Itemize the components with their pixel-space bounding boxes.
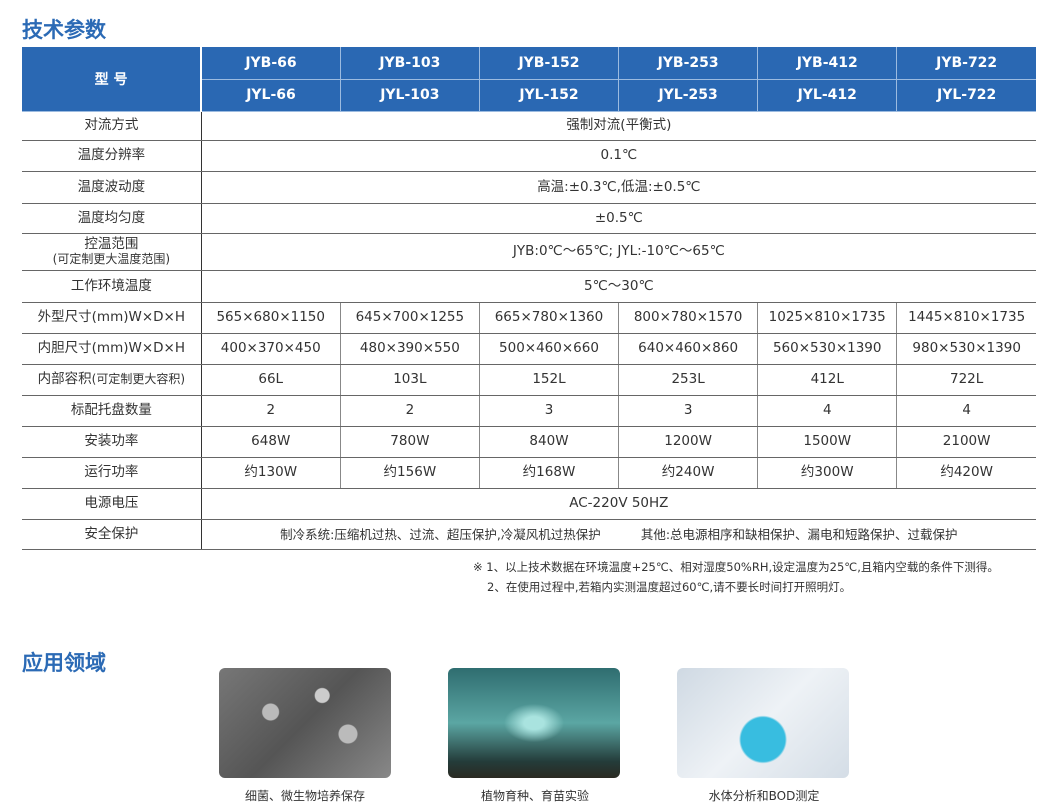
model: JYB-722 <box>896 47 1036 80</box>
model: JYL-103 <box>339 79 480 112</box>
app-title: 应用领域 <box>22 651 106 675</box>
cell: 4 <box>757 395 897 427</box>
cell: 3 <box>618 395 758 427</box>
row-value: 高温:±0.3℃,低温:±0.5℃ <box>200 171 1036 204</box>
cell: 约240W <box>618 457 758 489</box>
cell: 1200W <box>618 426 758 458</box>
table-row: 对流方式 强制对流(平衡式) <box>22 111 1036 141</box>
row-label: 温度均匀度 <box>22 203 202 234</box>
row-value: 5℃～30℃ <box>200 270 1036 303</box>
app-caption: 水体分析和BOD测定 <box>708 789 820 803</box>
row-label: 电源电压 <box>22 488 202 520</box>
cell: 645×700×1255 <box>339 302 480 334</box>
row-label: 控温范围 (可定制更大温度范围) <box>22 233 202 271</box>
cell: 640×460×860 <box>618 333 758 365</box>
table-row: 内胆尺寸(mm)W×D×H 400×370×450 480×390×550 500×4… <box>22 333 1036 365</box>
row-label: 安全保护 <box>22 519 202 550</box>
water-analysis-image <box>677 668 849 778</box>
cell: 980×530×1390 <box>896 333 1036 365</box>
table-row: 温度分辨率 0.1℃ <box>22 140 1036 172</box>
notes: ※ 1、以上技术数据在环境温度+25℃、相对湿度50%RH,设定温度为25℃,且… <box>473 557 999 597</box>
cell: 2 <box>200 395 341 427</box>
cell: 约300W <box>757 457 897 489</box>
table-row: 工作环境温度 5℃～30℃ <box>22 270 1036 303</box>
seedling-image <box>448 668 620 778</box>
cell: 800×780×1570 <box>618 302 758 334</box>
app-caption: 细菌、微生物培养保存 <box>244 789 365 803</box>
model: JYL-66 <box>200 79 341 112</box>
row-label: 内胆尺寸(mm)W×D×H <box>22 333 202 365</box>
row-label: 内部容积(可定制更大容积) <box>22 364 202 396</box>
cell: 412L <box>757 364 897 396</box>
cell: 780W <box>339 426 480 458</box>
row-label: 工作环境温度 <box>22 270 202 303</box>
bacteria-image <box>219 668 391 778</box>
cell: 约420W <box>896 457 1036 489</box>
cell: 2 <box>339 395 480 427</box>
model: JYL-152 <box>478 79 619 112</box>
row-value: 0.1℃ <box>200 140 1036 172</box>
table-row: 电源电压 AC-220V 50HZ <box>22 488 1036 520</box>
cell: 1025×810×1735 <box>757 302 897 334</box>
cell: 500×460×660 <box>478 333 619 365</box>
model: JYB-412 <box>757 47 897 80</box>
cell: 665×780×1360 <box>478 302 619 334</box>
row-label: 外型尺寸(mm)W×D×H <box>22 302 202 334</box>
table-row: 外型尺寸(mm)W×D×H 565×680×1150 645×700×1255 665… <box>22 302 1036 334</box>
note: ※ 1、以上技术数据在环境温度+25℃、相对湿度50%RH,设定温度为25℃,且… <box>473 560 999 574</box>
table-row: 控温范围 (可定制更大温度范围) JYB:0℃～65℃; JYL:-10℃～65℃ <box>22 233 1036 271</box>
spec-title: 技术参数 <box>22 18 106 42</box>
cell: 约168W <box>478 457 619 489</box>
cell: 722L <box>896 364 1036 396</box>
cell: 400×370×450 <box>200 333 341 365</box>
table-row: 标配托盘数量 2 2 3 3 4 4 <box>22 395 1036 427</box>
table-row: 安装功率 648W 780W 840W 1200W 1500W 2100W <box>22 426 1036 458</box>
header-row: JYL-66 JYL-103 JYL-152 JYL-253 JYL-412 JYL-72… <box>22 79 1036 112</box>
model: JYL-412 <box>757 79 897 112</box>
table-row: 安全保护 制冷系统:压缩机过热、过流、超压保护,冷凝风机过热保护 其他:总电源相序和… <box>22 519 1036 550</box>
note: 2、在使用过程中,若箱内实测温度超过60℃,请不要长时间打开照明灯。 <box>487 580 852 594</box>
row-label: 标配托盘数量 <box>22 395 202 427</box>
model-label: 型 号 <box>22 47 203 112</box>
cell: 152L <box>478 364 619 396</box>
cell: 2100W <box>896 426 1036 458</box>
cell: 66L <box>200 364 341 396</box>
cell: 约156W <box>339 457 480 489</box>
cell: 565×680×1150 <box>200 302 341 334</box>
table-row: 温度波动度 高温:±0.3℃,低温:±0.5℃ <box>22 171 1036 204</box>
cell: 253L <box>618 364 758 396</box>
model: JYB-103 <box>339 47 480 80</box>
header-row: 型 号 JYB-66 JYB-103 JYB-152 JYB-253 JYB-412 JY… <box>22 47 1036 112</box>
row-value: 强制对流(平衡式) <box>200 111 1036 141</box>
spec-table: 型 号 JYB-66 JYB-103 JYB-152 JYB-253 JYB-412 JY… <box>22 47 1036 550</box>
cell: 1445×810×1735 <box>896 302 1036 334</box>
model: JYB-253 <box>618 47 758 80</box>
cell: 840W <box>478 426 619 458</box>
app-caption: 植物育种、育苗实验 <box>480 789 589 803</box>
table-row: 内部容积(可定制更大容积) 66L 103L 152L 253L 412L 722L <box>22 364 1036 396</box>
table-row: 运行功率 约130W 约156W 约168W 约240W 约300W 约420W <box>22 457 1036 489</box>
row-value: AC-220V 50HZ <box>200 488 1036 520</box>
model: JYB-152 <box>478 47 619 80</box>
row-label: 运行功率 <box>22 457 202 489</box>
row-value: 制冷系统:压缩机过热、过流、超压保护,冷凝风机过热保护 其他:总电源相序和缺相保护… <box>200 519 1036 550</box>
model: JYL-722 <box>896 79 1036 112</box>
cell: 560×530×1390 <box>757 333 897 365</box>
cell: 1500W <box>757 426 897 458</box>
cell: 103L <box>339 364 480 396</box>
cell: 648W <box>200 426 341 458</box>
row-value: JYB:0℃～65℃; JYL:-10℃～65℃ <box>200 233 1036 271</box>
cell: 480×390×550 <box>339 333 480 365</box>
cell: 约130W <box>200 457 341 489</box>
row-label: 安装功率 <box>22 426 202 458</box>
cell: 3 <box>478 395 619 427</box>
row-value: ±0.5℃ <box>200 203 1036 234</box>
row-label: 对流方式 <box>22 111 202 141</box>
table-row: 温度均匀度 ±0.5℃ <box>22 203 1036 234</box>
model: JYL-253 <box>618 79 758 112</box>
row-label: 温度波动度 <box>22 171 202 204</box>
row-label: 温度分辨率 <box>22 140 202 172</box>
model: JYB-66 <box>200 47 341 80</box>
cell: 4 <box>896 395 1036 427</box>
